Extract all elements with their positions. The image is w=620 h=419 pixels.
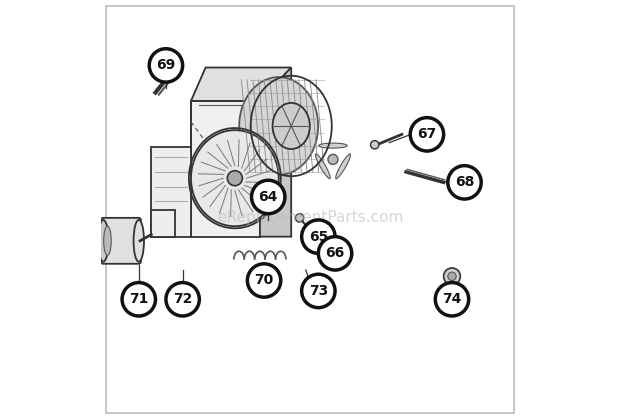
Text: 71: 71	[129, 292, 148, 306]
Circle shape	[247, 264, 281, 297]
Polygon shape	[191, 101, 260, 237]
Text: eReplacementParts.com: eReplacementParts.com	[217, 210, 403, 225]
Polygon shape	[260, 67, 291, 237]
Circle shape	[444, 268, 460, 285]
Circle shape	[149, 49, 183, 82]
Circle shape	[166, 282, 200, 316]
Text: 73: 73	[309, 284, 328, 298]
Text: 64: 64	[259, 190, 278, 204]
Ellipse shape	[104, 226, 111, 256]
Ellipse shape	[239, 77, 318, 175]
Text: 67: 67	[417, 127, 436, 141]
Text: 65: 65	[309, 230, 328, 243]
Circle shape	[312, 229, 320, 236]
Circle shape	[318, 237, 352, 270]
Circle shape	[228, 171, 242, 186]
Text: 68: 68	[455, 176, 474, 189]
Polygon shape	[191, 67, 291, 101]
Text: 74: 74	[442, 292, 462, 306]
Ellipse shape	[316, 154, 330, 178]
FancyBboxPatch shape	[101, 218, 141, 264]
Ellipse shape	[98, 220, 108, 262]
Circle shape	[448, 272, 456, 280]
Ellipse shape	[273, 103, 310, 149]
Text: 69: 69	[156, 58, 175, 72]
Circle shape	[295, 214, 304, 222]
Ellipse shape	[133, 220, 144, 262]
Circle shape	[122, 282, 156, 316]
Circle shape	[252, 180, 285, 214]
FancyBboxPatch shape	[151, 147, 191, 237]
Ellipse shape	[319, 143, 347, 148]
Text: 66: 66	[326, 246, 345, 260]
Ellipse shape	[335, 154, 350, 178]
Circle shape	[302, 274, 335, 308]
Text: 72: 72	[173, 292, 192, 306]
Text: 70: 70	[254, 274, 273, 287]
Circle shape	[371, 141, 379, 149]
Polygon shape	[172, 151, 191, 205]
FancyBboxPatch shape	[151, 210, 175, 237]
Circle shape	[302, 220, 335, 253]
Circle shape	[410, 118, 444, 151]
Ellipse shape	[191, 130, 278, 226]
Circle shape	[328, 154, 338, 164]
Circle shape	[435, 282, 469, 316]
Circle shape	[448, 166, 481, 199]
